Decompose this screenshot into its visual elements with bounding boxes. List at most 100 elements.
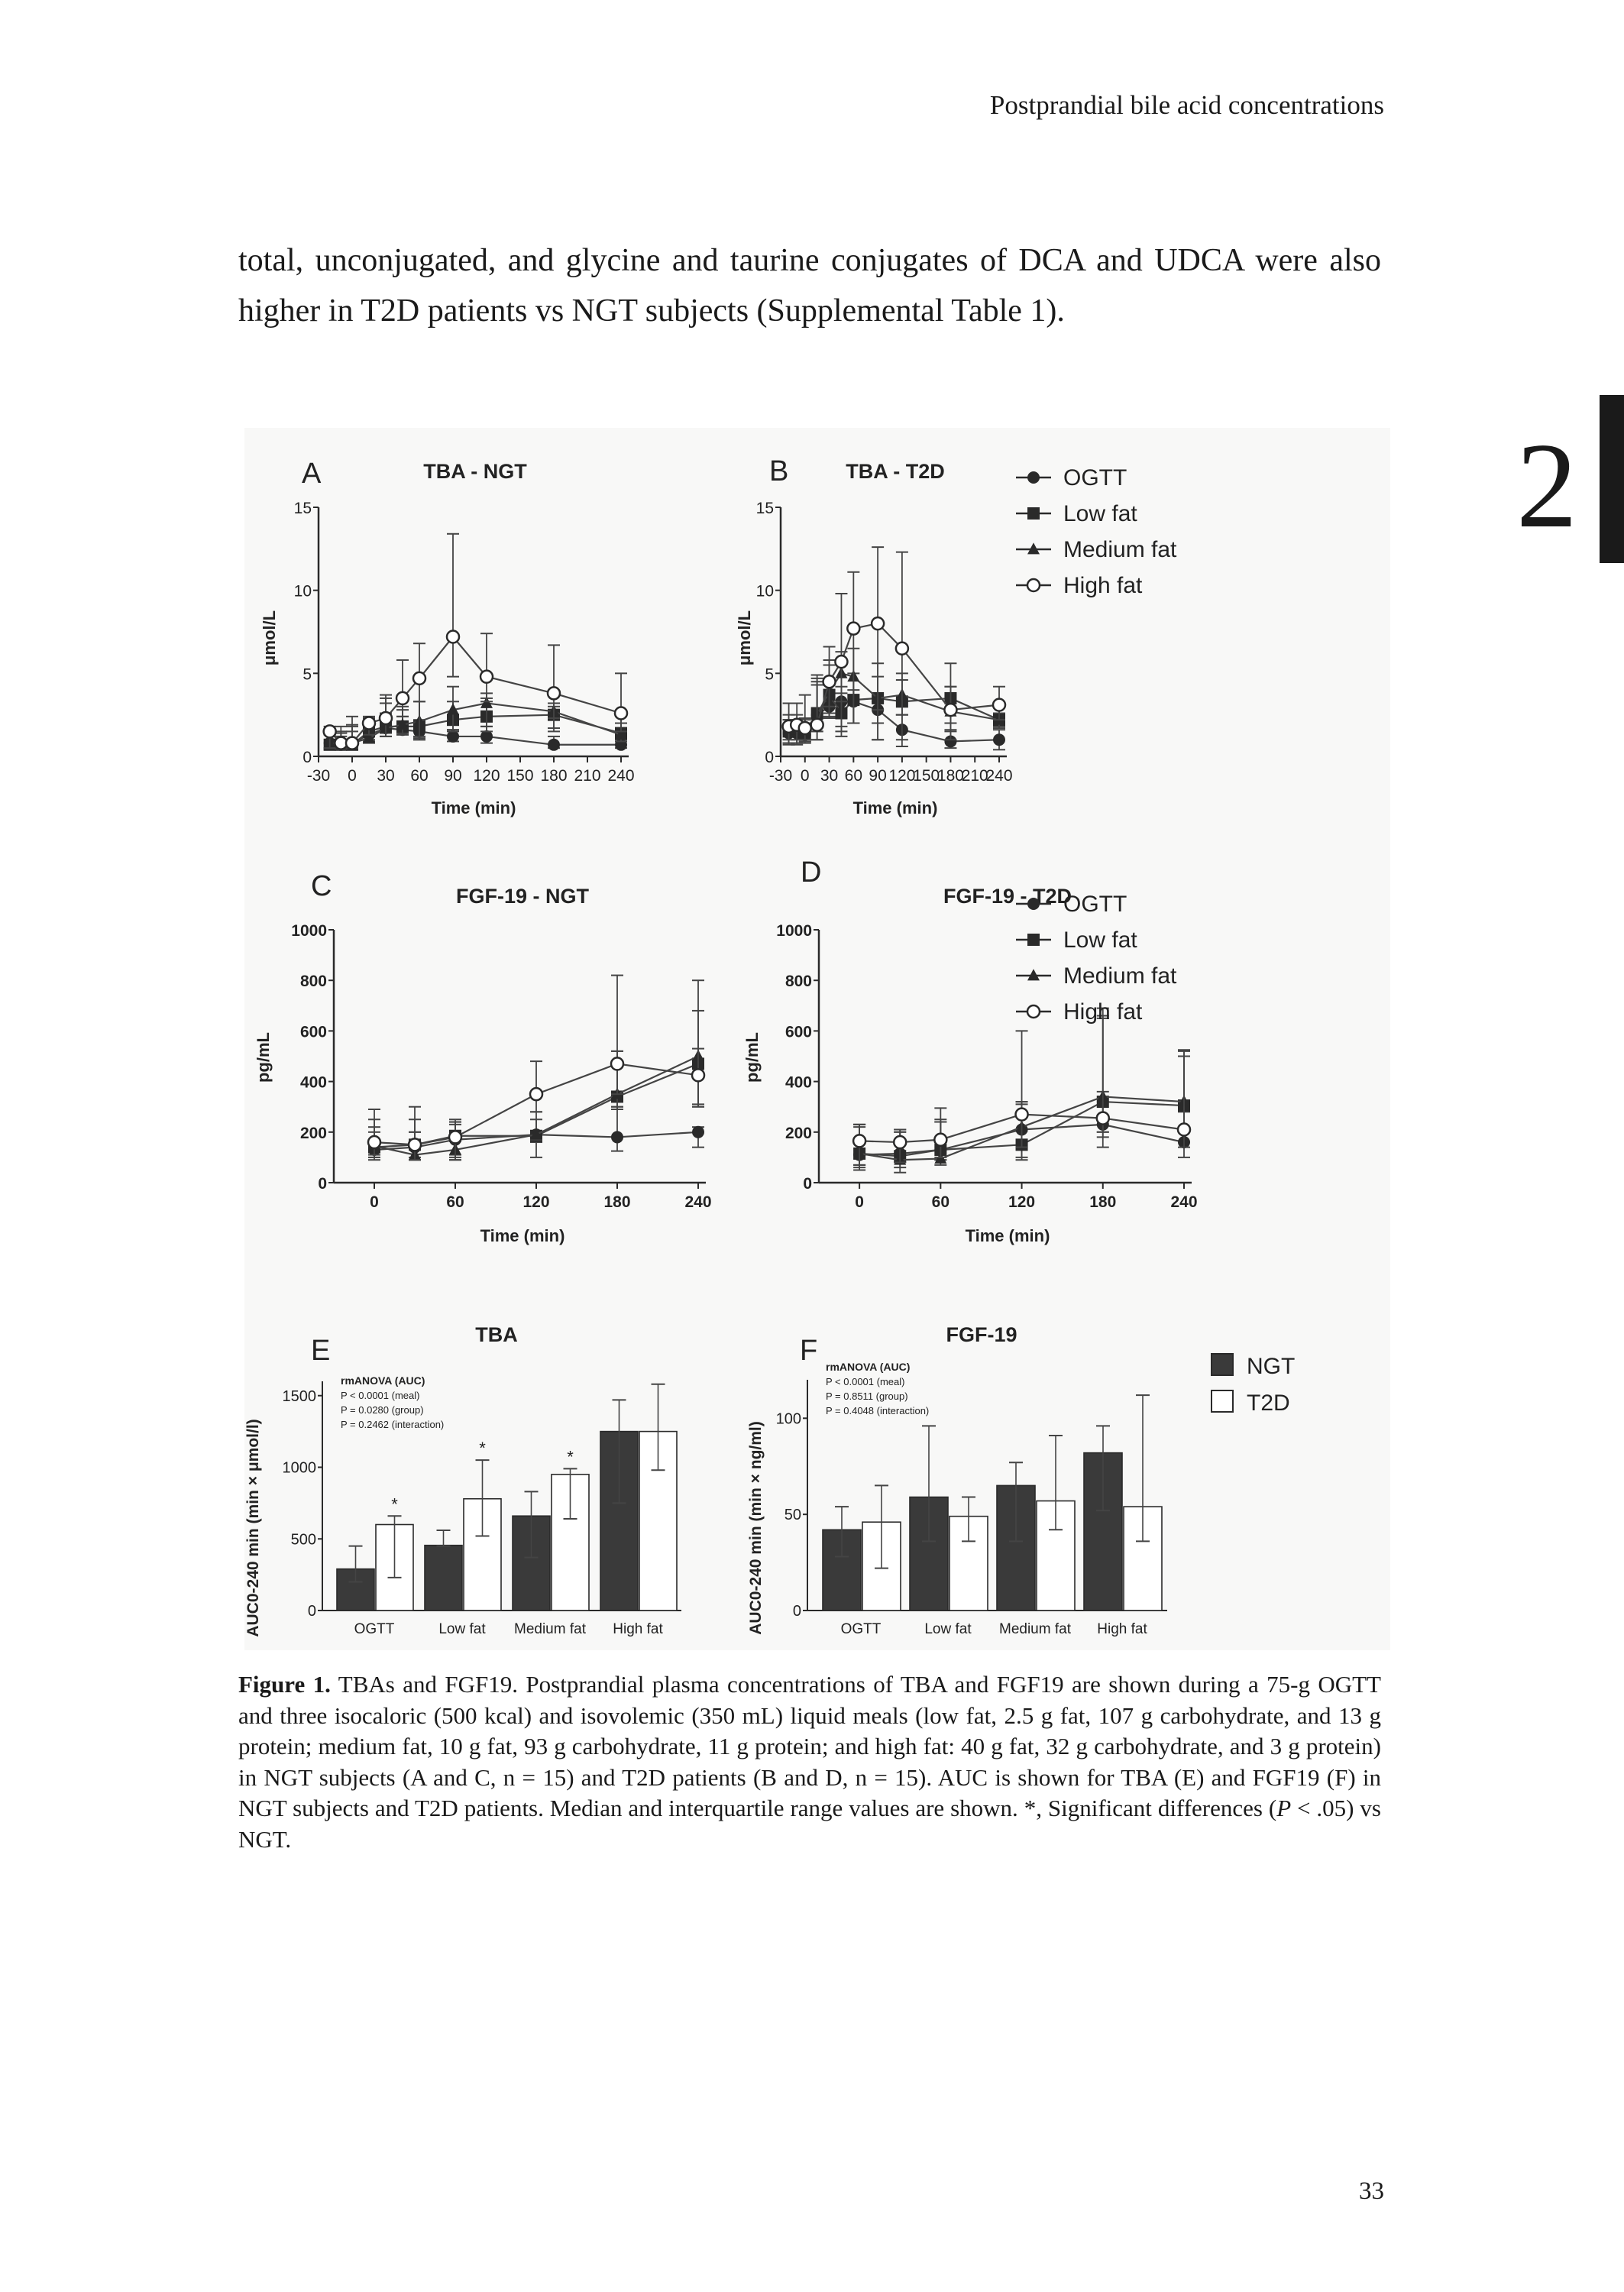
marker-open-circle bbox=[613, 706, 629, 720]
chart-title: FGF-19 bbox=[946, 1323, 1017, 1346]
marker-open-circle bbox=[933, 1132, 948, 1147]
marker-open-circle bbox=[1176, 1122, 1192, 1137]
x-tick-label: 0 bbox=[348, 767, 357, 785]
anova-annotation: P < 0.0001 (meal) bbox=[341, 1390, 419, 1401]
marker-filled-triangle bbox=[530, 1128, 542, 1140]
marker-filled-triangle bbox=[396, 717, 409, 730]
y-tick-label: 1500 bbox=[283, 1388, 317, 1405]
marker-filled-triangle bbox=[615, 727, 627, 740]
legend-label: OGTT bbox=[1063, 465, 1127, 490]
marker-open-circle bbox=[992, 698, 1007, 712]
y-tick-label: 600 bbox=[300, 1023, 327, 1041]
marker-open-circle bbox=[943, 702, 958, 717]
x-tick-label: 240 bbox=[1170, 1193, 1197, 1211]
legend-label: T2D bbox=[1247, 1390, 1290, 1416]
x-axis-title: Time (min) bbox=[432, 798, 516, 817]
legend-label: NGT bbox=[1247, 1354, 1295, 1379]
marker-open-circle bbox=[810, 717, 824, 732]
x-category-label: OGTT bbox=[841, 1621, 882, 1637]
anova-annotation: rmANOVA (AUC) bbox=[826, 1361, 910, 1373]
legend-label: High fat bbox=[1063, 573, 1143, 598]
x-category-label: Medium fat bbox=[999, 1621, 1072, 1637]
series-high-fat bbox=[781, 546, 1007, 741]
x-axis-title: Time (min) bbox=[480, 1226, 565, 1245]
marker-open-circle bbox=[834, 654, 849, 669]
x-category-label: High fat bbox=[1097, 1621, 1147, 1637]
y-tick-label: 1000 bbox=[776, 922, 812, 940]
marker-open-circle bbox=[870, 616, 885, 631]
y-axis-title: μmol/L bbox=[260, 610, 279, 665]
legend-label: Medium fat bbox=[1063, 963, 1177, 989]
y-axis-title: pg/mL bbox=[254, 1032, 273, 1083]
y-tick-label: 200 bbox=[300, 1125, 327, 1142]
y-tick-label: 0 bbox=[803, 1175, 812, 1193]
chart-title: TBA - T2D bbox=[846, 460, 945, 483]
y-tick-label: 15 bbox=[756, 500, 774, 517]
x-category-label: OGTT bbox=[354, 1621, 395, 1637]
marker-filled-circle bbox=[993, 733, 1005, 746]
marker-filled-circle bbox=[611, 1131, 623, 1144]
anova-annotation: rmANOVA (AUC) bbox=[341, 1374, 425, 1387]
x-tick-label: 90 bbox=[444, 767, 461, 785]
legend-label: Low fat bbox=[1063, 501, 1137, 526]
series-line bbox=[788, 622, 1000, 730]
y-tick-label: 800 bbox=[785, 973, 812, 990]
marker-filled-triangle bbox=[447, 703, 459, 715]
marker-open-circle bbox=[407, 1138, 422, 1152]
marker-filled-circle bbox=[1027, 471, 1040, 484]
significance-marker: * bbox=[567, 1447, 574, 1466]
marker-filled-circle bbox=[480, 730, 493, 743]
y-tick-label: 50 bbox=[785, 1507, 801, 1523]
series-line bbox=[374, 1131, 699, 1151]
chart-title: FGF-19 - NGT bbox=[456, 885, 590, 908]
marker-open-circle bbox=[610, 1057, 625, 1071]
bar-ngt bbox=[822, 1529, 862, 1611]
marker-open-circle bbox=[894, 641, 910, 656]
marker-open-circle bbox=[412, 671, 427, 686]
y-tick-label: 15 bbox=[294, 500, 312, 517]
significance-marker: * bbox=[391, 1494, 398, 1513]
y-tick-label: 200 bbox=[785, 1125, 812, 1142]
y-tick-label: 400 bbox=[785, 1074, 812, 1092]
y-tick-label: 0 bbox=[318, 1175, 327, 1193]
bar-ngt bbox=[424, 1544, 463, 1611]
x-tick-label: 240 bbox=[985, 767, 1012, 785]
legend-label: OGTT bbox=[1063, 892, 1127, 917]
marker-open-circle bbox=[378, 711, 393, 726]
anova-annotation: P = 0.0280 (group) bbox=[341, 1404, 424, 1416]
marker-filled-circle bbox=[447, 730, 459, 743]
x-tick-label: 180 bbox=[603, 1193, 630, 1211]
panel-label: E bbox=[311, 1335, 330, 1367]
marker-filled-square bbox=[1027, 507, 1040, 520]
x-tick-label: 150 bbox=[506, 767, 533, 785]
legend-label: Low fat bbox=[1063, 927, 1137, 953]
legend-swatch-ngt bbox=[1211, 1353, 1234, 1376]
panel-c: C FGF-19 - NGT 0 200 400 600 800 1000 0 60 120 180 2… bbox=[254, 870, 712, 1245]
anova-annotation: P = 0.2462 (interaction) bbox=[341, 1419, 444, 1430]
y-tick-label: 5 bbox=[765, 665, 774, 683]
marker-open-circle bbox=[1026, 1004, 1041, 1019]
panel-label: F bbox=[800, 1335, 817, 1367]
series-line bbox=[859, 1123, 1185, 1156]
x-tick-label: -30 bbox=[769, 767, 792, 785]
x-tick-label: 180 bbox=[937, 767, 964, 785]
y-tick-label: 800 bbox=[300, 973, 327, 990]
marker-filled-triangle bbox=[1027, 542, 1040, 555]
marker-open-circle bbox=[1026, 578, 1041, 593]
y-tick-label: 0 bbox=[308, 1603, 316, 1620]
legend-swatch-t2d bbox=[1211, 1390, 1234, 1413]
x-tick-label: 210 bbox=[962, 767, 988, 785]
x-tick-label: 240 bbox=[607, 767, 634, 785]
chapter-tab-number: 2 bbox=[1516, 417, 1577, 553]
y-tick-label: 1000 bbox=[283, 1460, 317, 1477]
marker-open-circle bbox=[367, 1135, 382, 1150]
caption-label: Figure 1. bbox=[238, 1671, 331, 1698]
marker-open-circle bbox=[529, 1086, 544, 1102]
marker-open-circle bbox=[1014, 1107, 1029, 1122]
line-legend-1: OGTT Low fat Medium fat High fat bbox=[1016, 465, 1177, 598]
marker-open-circle bbox=[395, 691, 410, 706]
x-axis-title: Time (min) bbox=[853, 798, 938, 817]
anova-annotation: P < 0.0001 (meal) bbox=[826, 1376, 904, 1387]
